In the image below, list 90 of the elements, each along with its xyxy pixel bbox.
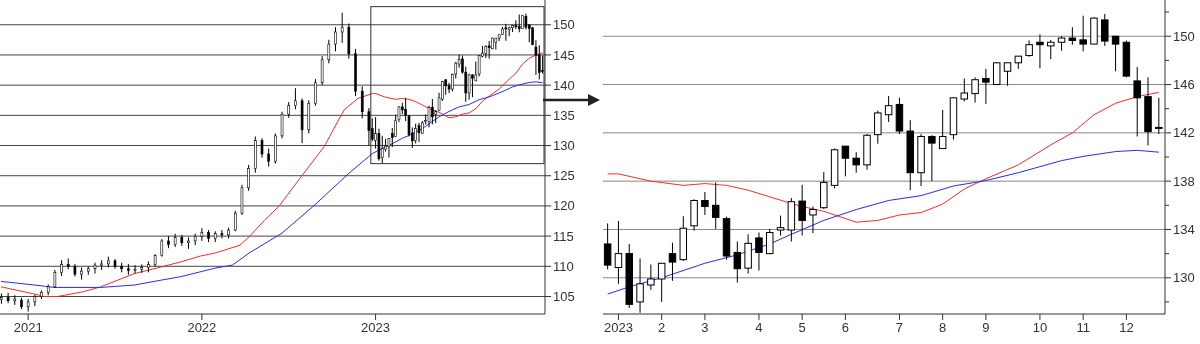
y-tick-label: 145 [553,47,575,63]
candlestick [809,206,817,234]
candlestick [647,263,655,291]
candlestick [798,184,806,236]
candlestick [431,98,434,125]
candlestick [200,227,204,242]
candlestick [1155,97,1163,135]
y-tick-label: 150 [553,17,575,33]
candlestick [1003,62,1012,87]
candlestick [414,123,417,144]
y-tick-label: 130 [1173,270,1195,286]
candlestick [852,151,860,174]
candlestick [884,95,893,123]
y-tick-label: 120 [553,198,575,214]
candlestick [874,110,882,145]
x-tick-label: 11 [1076,320,1090,335]
candlestick [133,264,137,275]
y-tick-label: 140 [553,77,575,93]
candlestick [960,78,969,102]
candlestick [280,111,284,139]
x-tick-label: 9 [982,320,990,335]
x-tick-label: 2023 [603,320,633,335]
x-tick-label: 3 [701,320,709,335]
y-tick-label: 130 [553,138,575,154]
y-tick-label: 150 [1173,28,1195,44]
line-series [0,81,544,288]
candlestick [766,228,774,255]
candlestick [340,12,344,44]
x-tick-label: 4 [755,320,763,335]
candlestick [971,76,979,104]
y-tick-label: 146 [1173,77,1195,93]
candlestick [541,55,544,75]
candlestick [603,222,612,270]
candlestick [467,73,471,101]
candlestick [733,241,742,284]
y-tick-label: 142 [1173,125,1195,141]
candlestick [320,55,324,86]
candlestick [247,164,250,192]
candlestick [260,137,264,159]
x-tick-label: 10 [1032,320,1048,335]
candlestick [334,26,337,52]
candlestick [1079,15,1087,52]
candlestick [267,148,270,168]
candlestick [1036,33,1044,69]
candlestick [53,269,57,289]
x-tick-label: 8 [939,320,947,335]
candlestick [992,61,1001,86]
candlestick [928,134,936,182]
x-tick-label: 12 [1119,320,1134,335]
x-tick-label: 2021 [13,320,43,335]
y-tick-label: 134 [1173,222,1195,238]
candlestick [380,135,384,164]
candlestick [327,39,331,64]
candlestick [636,257,644,314]
x-tick-label: 2 [658,320,666,335]
candlestick [294,87,297,110]
candlestick [938,109,947,150]
candlestick [711,181,720,230]
candlestick [1111,35,1120,72]
candlestick [471,73,474,98]
y-tick-label: 115 [553,228,574,244]
candlestick [367,107,371,147]
candlestick [755,231,763,272]
candlestick [614,220,623,285]
y-tick-label: 110 [553,258,574,274]
candlestick [1133,66,1141,137]
line-series [607,149,1160,295]
x-tick-label: 2023 [361,320,391,335]
x-tick-label: 2022 [187,320,217,335]
candlestick [1101,13,1109,47]
candlestick [360,85,364,119]
x-tick-label: 7 [895,320,904,335]
y-tick-label: 105 [553,289,575,305]
y-tick-label: 125 [553,168,575,184]
y-tick-label: 138 [1173,173,1195,189]
x-tick-label: 6 [841,320,850,335]
candlestick [1047,39,1055,60]
candlestick [668,242,677,282]
candlestick [701,191,709,216]
y-tick-label: 135 [553,107,575,123]
candlestick [982,68,990,105]
candlestick [841,145,850,177]
candlestick [314,78,317,107]
candlestick [537,44,541,80]
candlestick [776,215,785,236]
candlestick [6,292,10,304]
candlestick [220,229,224,240]
candlestick [93,262,97,275]
x-tick-label: 5 [798,320,806,335]
candlestick [657,262,666,303]
